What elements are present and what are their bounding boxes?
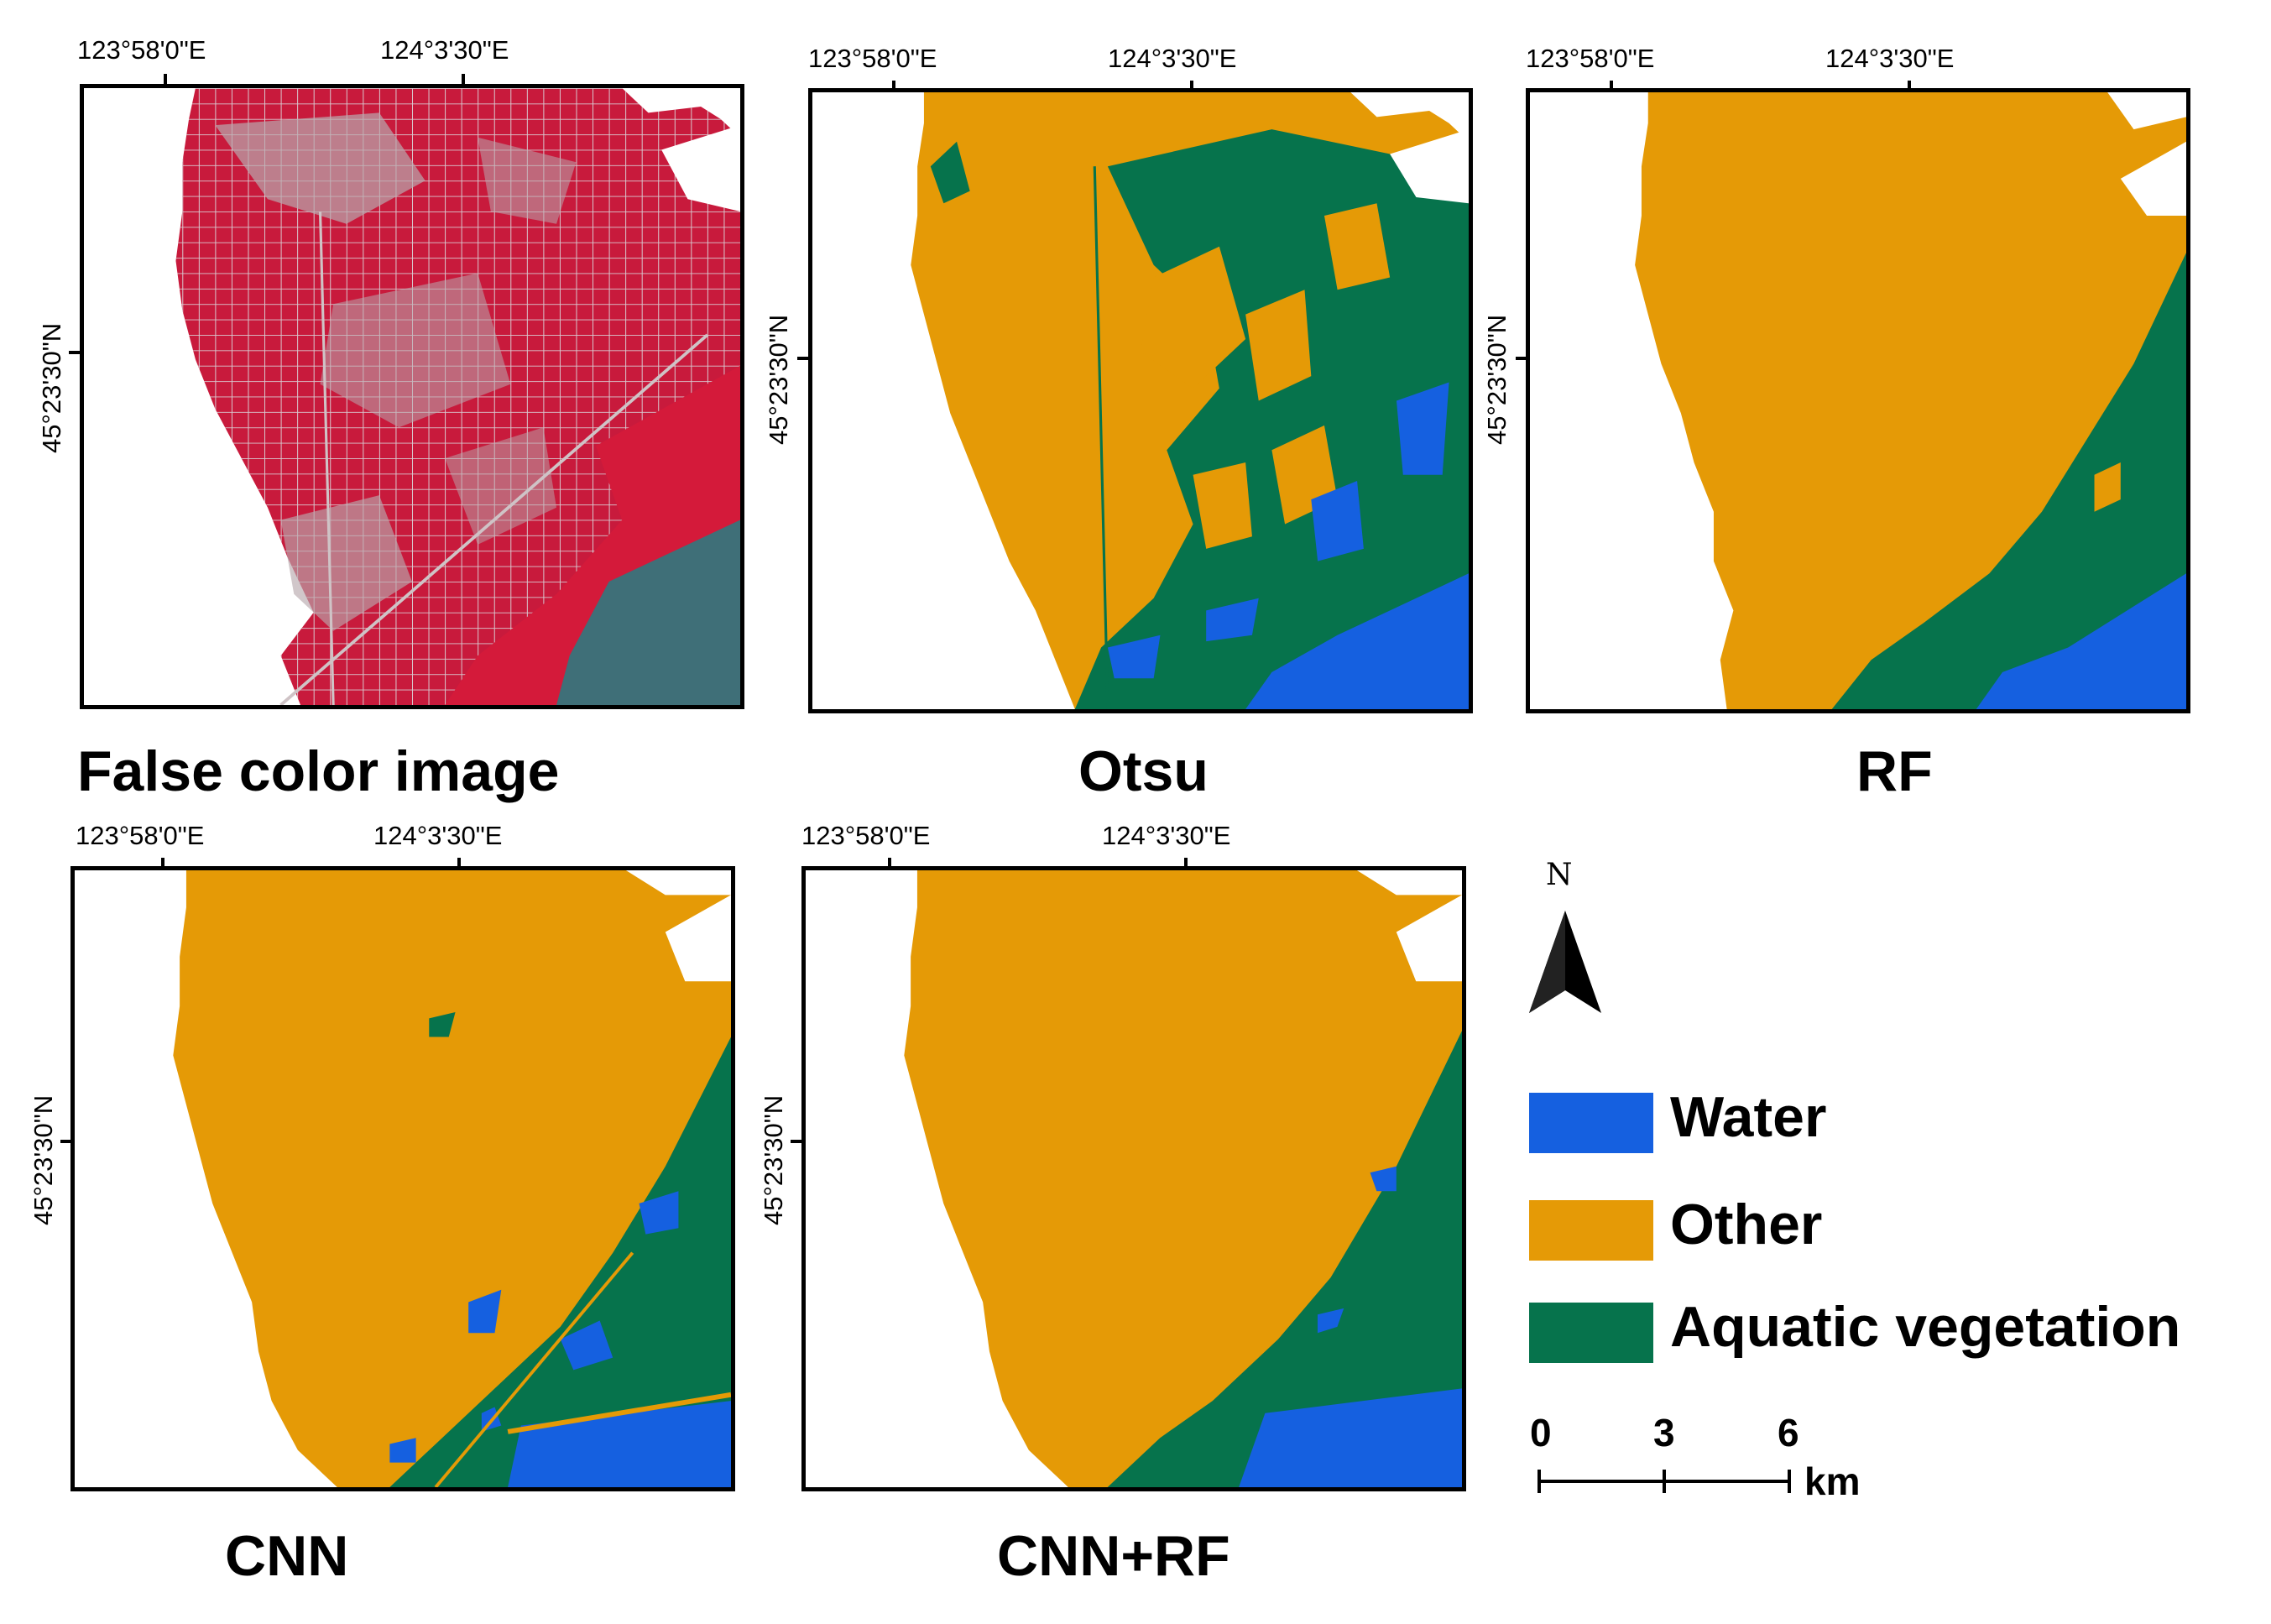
lat-tick xyxy=(797,357,809,360)
map-frame-false-color xyxy=(80,84,744,709)
lon-tick xyxy=(892,81,895,92)
lon-label-2: 124°3'30"E xyxy=(380,35,509,65)
otsu-map xyxy=(911,92,1469,709)
rf-map xyxy=(1635,92,2186,709)
lat-label: 45°23'30"N xyxy=(37,322,66,453)
scale-bar-line xyxy=(1537,1470,1791,1493)
map-frame-cnn xyxy=(70,866,735,1491)
north-arrow-icon xyxy=(1529,911,1601,1013)
scale-unit: km xyxy=(1804,1460,1861,1503)
map-frame-rf xyxy=(1526,88,2190,713)
scale-tick-0: 0 xyxy=(1530,1411,1552,1454)
caption-rf: RF xyxy=(1856,739,1933,803)
legend-label-aquatic-vegetation: Aquatic vegetation xyxy=(1670,1295,2181,1359)
lon-tick xyxy=(1908,81,1911,92)
north-label: N xyxy=(1546,858,1573,892)
lon-label-1: 123°58'0"E xyxy=(808,44,937,73)
lon-tick xyxy=(164,74,167,86)
lon-label-2: 124°3'30"E xyxy=(1102,821,1231,850)
lat-tick xyxy=(791,1140,802,1143)
lon-label-2: 124°3'30"E xyxy=(1825,44,1955,73)
lat-label: 45°23'30"N xyxy=(759,1094,788,1225)
caption-otsu: Otsu xyxy=(1078,739,1209,803)
lon-label-2: 124°3'30"E xyxy=(1108,44,1237,73)
caption-false-color: False color image xyxy=(77,739,560,803)
lon-label-1: 123°58'0"E xyxy=(1526,44,1655,73)
lon-label-1: 123°58'0"E xyxy=(76,821,205,850)
caption-cnn: CNN xyxy=(225,1524,349,1588)
lon-tick xyxy=(457,858,461,869)
legend-label-other: Other xyxy=(1670,1193,1823,1256)
lat-label: 45°23'30"N xyxy=(29,1094,58,1225)
map-frame-otsu xyxy=(808,88,1473,713)
lon-tick xyxy=(1190,81,1193,92)
lon-tick xyxy=(888,858,891,869)
legend-swatch-water xyxy=(1529,1093,1653,1153)
legend-swatch-other xyxy=(1529,1200,1653,1261)
lon-tick xyxy=(1184,858,1188,869)
lat-label: 45°23'30"N xyxy=(1482,314,1511,445)
lat-tick xyxy=(1516,357,1527,360)
lon-label-1: 123°58'0"E xyxy=(801,821,931,850)
cnn-map xyxy=(173,870,731,1487)
scale-tick-3: 3 xyxy=(1653,1411,1675,1454)
scale-tick-6: 6 xyxy=(1778,1411,1799,1454)
map-frame-cnn-rf xyxy=(801,866,1466,1491)
caption-cnn-rf: CNN+RF xyxy=(997,1524,1230,1588)
lon-tick xyxy=(462,74,465,86)
lat-tick xyxy=(60,1140,72,1143)
lon-tick xyxy=(1610,81,1613,92)
lon-label-1: 123°58'0"E xyxy=(77,35,206,65)
legend-label-water: Water xyxy=(1670,1085,1827,1149)
false-color-map xyxy=(175,88,740,705)
lat-tick xyxy=(69,351,81,354)
lon-label-2: 124°3'30"E xyxy=(373,821,503,850)
cnn-rf-map xyxy=(904,870,1462,1487)
lon-tick xyxy=(161,858,164,869)
lat-label: 45°23'30"N xyxy=(764,314,793,445)
legend-swatch-aquatic-vegetation xyxy=(1529,1303,1653,1363)
